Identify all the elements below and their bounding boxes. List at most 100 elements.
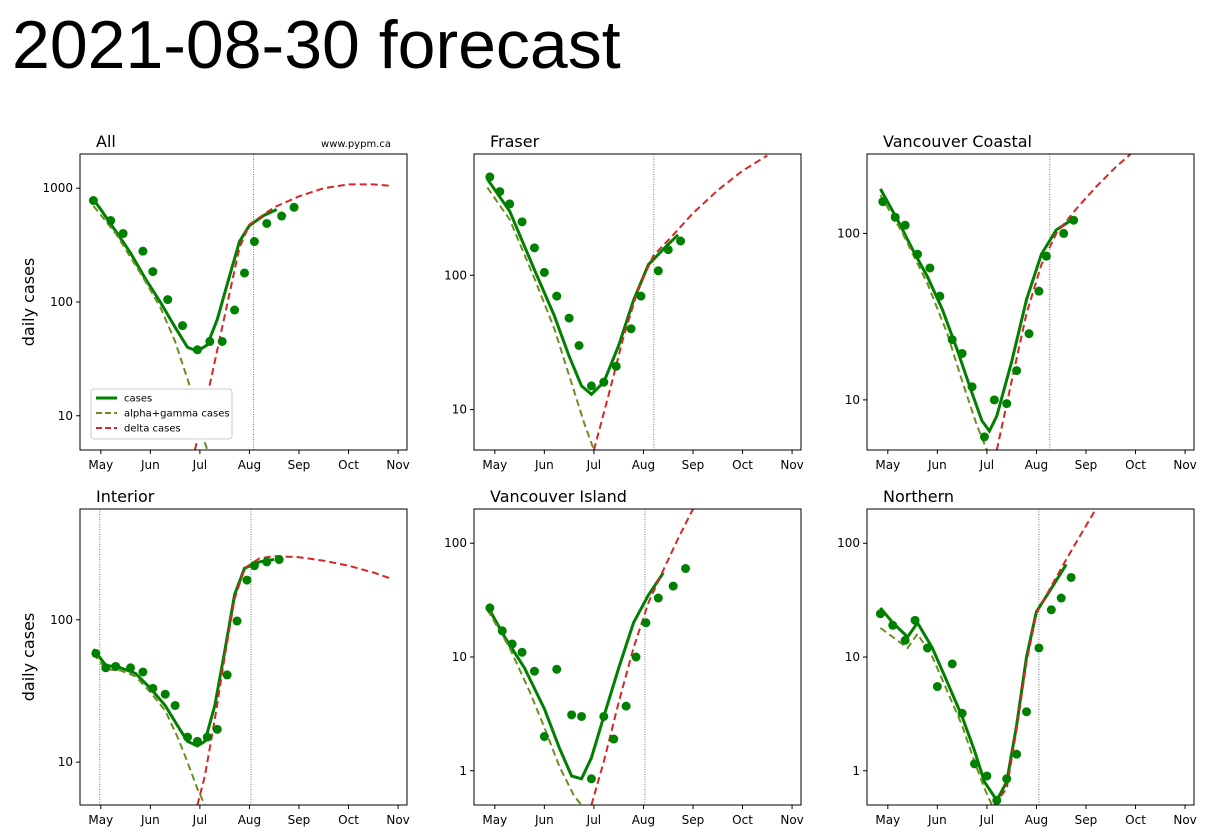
data-point	[668, 581, 678, 591]
data-point	[205, 336, 215, 346]
data-point	[681, 563, 691, 573]
data-point	[485, 172, 495, 182]
data-point	[1012, 366, 1022, 376]
series-line	[993, 509, 1097, 805]
x-tick-label: Jun	[534, 813, 554, 827]
data-point	[1002, 774, 1012, 784]
panel-title: Vancouver Island	[490, 487, 627, 506]
data-point	[239, 268, 249, 278]
data-point	[626, 324, 636, 334]
data-point	[631, 652, 641, 662]
y-tick-label: 10	[58, 755, 73, 769]
data-point	[529, 243, 539, 253]
x-tick-label: Jul	[586, 813, 601, 827]
data-point	[249, 237, 259, 247]
x-tick-label: Nov	[1173, 813, 1196, 827]
data-point	[1002, 399, 1012, 409]
data-point	[170, 700, 180, 710]
data-point	[932, 682, 942, 692]
legend: cases alpha+gamma cases delta cases	[90, 388, 233, 440]
data-point	[507, 639, 517, 649]
series-line	[995, 154, 1132, 450]
data-point	[574, 340, 584, 350]
data-point	[979, 432, 989, 442]
x-tick-label: Jun	[140, 813, 160, 827]
x-tick-label: Nov	[386, 813, 409, 827]
panel: Vancouver Island May Jun Jul Aug Sep Oct Nov 1 10…	[444, 487, 804, 827]
data-point	[222, 670, 232, 680]
x-tick-label: Nov	[1173, 458, 1196, 472]
data-point	[1066, 572, 1076, 582]
page-title: 2021-08-30 forecast	[12, 7, 621, 83]
data-point	[163, 295, 173, 305]
plot-area	[485, 509, 694, 805]
y-tick-label: 100	[50, 295, 73, 309]
x-tick-label: Sep	[1075, 813, 1098, 827]
data-point	[517, 217, 527, 227]
x-tick-label: Jul	[192, 458, 207, 472]
y-tick-label: 1000	[42, 181, 73, 195]
data-point	[599, 711, 609, 721]
data-point	[138, 246, 148, 256]
panel-title: Fraser	[490, 132, 540, 151]
axes-frame	[79, 508, 408, 806]
plot-area	[88, 183, 391, 450]
plot-area	[91, 555, 391, 805]
x-tick-label: Jul	[979, 458, 994, 472]
data-point	[277, 211, 287, 221]
x-tick-label: Oct	[1125, 458, 1146, 472]
data-point	[947, 659, 957, 669]
x-tick-label: May	[482, 813, 507, 827]
data-point	[641, 618, 651, 628]
data-point	[262, 218, 272, 228]
data-point	[183, 732, 193, 742]
data-point	[262, 557, 272, 567]
data-point	[148, 267, 158, 277]
data-point	[636, 291, 646, 301]
data-point	[982, 771, 992, 781]
x-tick-label: Aug	[632, 458, 655, 472]
legend-label: cases	[124, 394, 152, 405]
x-tick-label: Sep	[1075, 458, 1098, 472]
data-point	[497, 626, 507, 636]
data-point	[676, 236, 686, 246]
data-point	[249, 561, 259, 571]
data-point	[289, 202, 299, 212]
data-point	[913, 249, 923, 259]
x-tick-label: May	[88, 458, 113, 472]
axes-frame	[473, 508, 802, 806]
x-tick-label: Jul	[192, 813, 207, 827]
x-tick-label: Aug	[238, 813, 261, 827]
data-point	[529, 666, 539, 676]
panel-title: All	[96, 132, 116, 151]
axes-frame	[866, 153, 1195, 451]
data-point	[148, 683, 158, 693]
panel-title: Northern	[883, 487, 954, 506]
data-point	[118, 229, 128, 239]
data-point	[202, 732, 212, 742]
data-point	[900, 220, 910, 230]
data-point	[192, 345, 202, 355]
x-tick-label: Jul	[586, 458, 601, 472]
data-point	[106, 216, 116, 226]
y-tick-label: 1	[852, 764, 860, 778]
data-point	[111, 661, 121, 671]
data-point	[1056, 593, 1066, 603]
legend-frame	[90, 388, 233, 440]
x-tick-label: May	[875, 458, 900, 472]
data-point	[890, 212, 900, 222]
data-point	[495, 187, 505, 197]
data-point	[242, 575, 252, 585]
series-line	[196, 555, 391, 805]
data-point	[888, 620, 898, 630]
data-point	[947, 335, 957, 345]
data-point	[922, 643, 932, 653]
data-point	[1012, 749, 1022, 759]
series-line	[879, 194, 988, 450]
data-point	[88, 196, 98, 206]
data-point	[599, 377, 609, 387]
y-tick-label: 10	[452, 403, 467, 417]
x-tick-label: Oct	[732, 813, 753, 827]
x-tick-label: May	[88, 813, 113, 827]
